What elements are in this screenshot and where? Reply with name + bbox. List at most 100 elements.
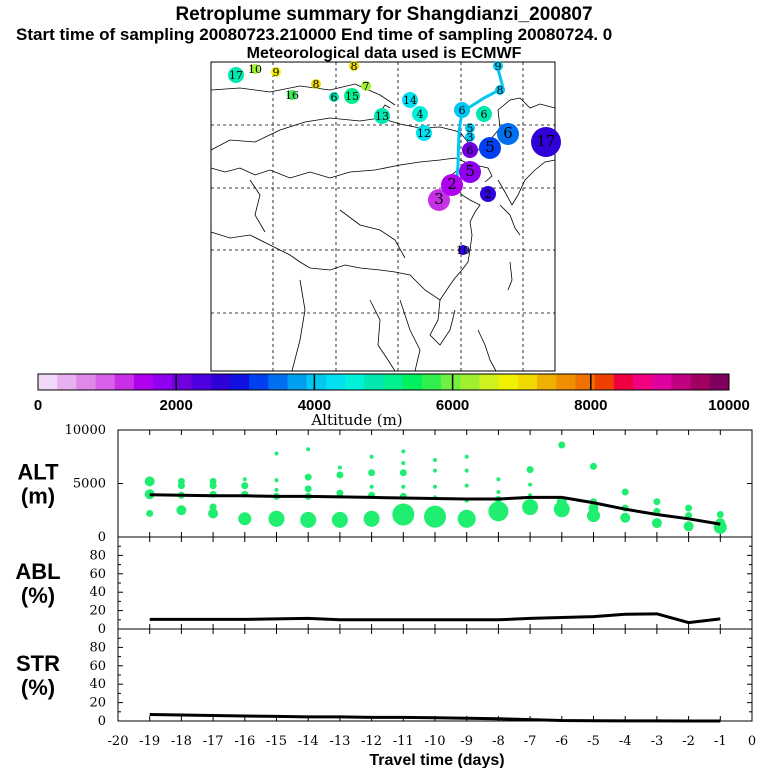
map-point-marker xyxy=(462,142,478,158)
colorbar-swatch xyxy=(594,374,615,390)
y-tick-label: 60 xyxy=(89,659,106,674)
chart-title: Retroplume summary for Shangdianzi_20080… xyxy=(175,4,593,25)
x-tick-label: -11 xyxy=(393,734,414,749)
x-axis: -20 -19 -18 -17 -16 -15 -14 -13 -12 -11 -10 -9 -8 -7-… xyxy=(108,734,757,768)
x-tick-label: -20 xyxy=(108,734,129,749)
map-point-label: 9 xyxy=(495,60,502,73)
y-tick-label: 80 xyxy=(89,640,106,655)
alt-scatter-point xyxy=(369,454,374,459)
alt-scatter-point xyxy=(209,503,217,511)
alt-scatter-point xyxy=(526,466,534,474)
colorbar-swatch xyxy=(114,374,135,390)
map-point-marker xyxy=(344,88,360,104)
y-axis-unit: (%) xyxy=(21,583,55,608)
x-tick-label: -5 xyxy=(587,734,600,749)
colorbar-swatch xyxy=(690,374,711,390)
map-point-label: 5 xyxy=(485,138,495,156)
alt-scatter-point xyxy=(336,471,344,479)
colorbar-swatch xyxy=(364,374,384,390)
map-point-marker xyxy=(287,90,297,100)
alt-scatter-point xyxy=(401,461,406,466)
map-point: 6 xyxy=(329,91,339,104)
y-axis-label: ABL xyxy=(15,559,60,584)
y-tick-label: 80 xyxy=(89,548,106,563)
x-axis-label: Travel time (days) xyxy=(369,752,504,768)
alt-scatter-point xyxy=(457,509,476,528)
colorbar-swatch xyxy=(172,374,193,390)
map-point: 5 xyxy=(479,137,501,159)
map-point: 7 xyxy=(361,80,371,93)
map-point: 8 xyxy=(495,84,505,97)
map-point-marker xyxy=(250,64,260,74)
meteorological-data-line: Meteorological data used is ECMWF xyxy=(246,45,522,62)
x-tick-label: -15 xyxy=(266,734,287,749)
sampling-time-line: Start time of sampling 20080723.210000 E… xyxy=(16,25,613,44)
alt-scatter-point xyxy=(144,489,155,500)
map-point: 8 xyxy=(311,78,321,91)
alt-scatter-point xyxy=(620,512,631,523)
colorbar-swatch xyxy=(229,374,250,390)
alt-scatter-point xyxy=(306,447,311,452)
alt-scatter-point xyxy=(496,490,501,495)
abl-line xyxy=(149,612,721,625)
x-tick-label: -4 xyxy=(619,734,632,749)
colorbar-swatch xyxy=(517,374,538,390)
map-point: 3 xyxy=(428,189,450,211)
x-tick-label: -17 xyxy=(203,734,224,749)
map-point-label: 17 xyxy=(536,132,555,150)
alt-scatter-point xyxy=(683,521,694,532)
alt-scatter-point xyxy=(176,505,187,516)
x-tick-label: -14 xyxy=(298,734,319,749)
alt-scatter-point xyxy=(590,462,597,470)
alt-scatter-point xyxy=(558,441,566,449)
y-axis-unit: (m) xyxy=(21,484,55,509)
alt-scatter-point xyxy=(363,510,380,527)
alt-scatter-point xyxy=(241,482,249,490)
alt-scatter-point xyxy=(177,477,185,485)
alt-scatter-point xyxy=(553,501,570,518)
map-point: 10 xyxy=(456,244,470,257)
alt-scatter-point xyxy=(587,509,600,523)
map-point: 16 xyxy=(285,89,299,102)
alt-scatter-point xyxy=(368,469,376,477)
y-tick-label: 20 xyxy=(89,696,106,711)
colorbar-swatch xyxy=(133,374,154,390)
map-point: 17 xyxy=(228,67,244,83)
map-point: 5 xyxy=(459,161,481,183)
map-point-marker xyxy=(374,108,390,124)
map-point-label: 12 xyxy=(417,127,431,140)
map-point: 2 xyxy=(480,186,496,202)
y-tick-label: 40 xyxy=(89,677,106,692)
colorbar-tick-label: 4000 xyxy=(298,397,331,414)
map-point-label: 10 xyxy=(248,63,262,76)
colorbar-swatch xyxy=(210,374,231,390)
map-point-marker xyxy=(402,92,418,108)
alt-scatter-point xyxy=(300,511,317,528)
map-point-label: 9 xyxy=(273,66,280,79)
alt-scatter-point xyxy=(399,469,407,477)
map-point: 13 xyxy=(374,108,390,124)
alt-scatter-point xyxy=(464,454,469,459)
alt-scatter-point xyxy=(331,511,348,528)
y-tick-label: 0 xyxy=(98,622,106,637)
str-line xyxy=(149,713,721,723)
colorbar-swatch xyxy=(402,374,423,390)
x-tick-label: 0 xyxy=(748,734,756,749)
map-point-marker xyxy=(428,189,450,211)
map-point-label: 8 xyxy=(313,78,320,91)
alt-scatter-point xyxy=(433,484,437,489)
alt-scatter-point xyxy=(464,468,469,473)
map-point-marker xyxy=(465,132,475,142)
alt-scatter-point xyxy=(392,503,415,526)
colorbar-swatch xyxy=(95,374,116,390)
colorbar-swatch xyxy=(191,374,212,390)
x-tick-label: -7 xyxy=(524,734,537,749)
x-tick-label: -19 xyxy=(139,734,160,749)
colorbar-swatch xyxy=(153,374,173,390)
colorbar-swatch xyxy=(537,374,557,390)
colorbar-swatch xyxy=(383,374,404,390)
map-point: 9 xyxy=(493,60,503,73)
alt-scatter-point xyxy=(424,505,446,528)
y-tick-label: 10000 xyxy=(65,423,106,438)
